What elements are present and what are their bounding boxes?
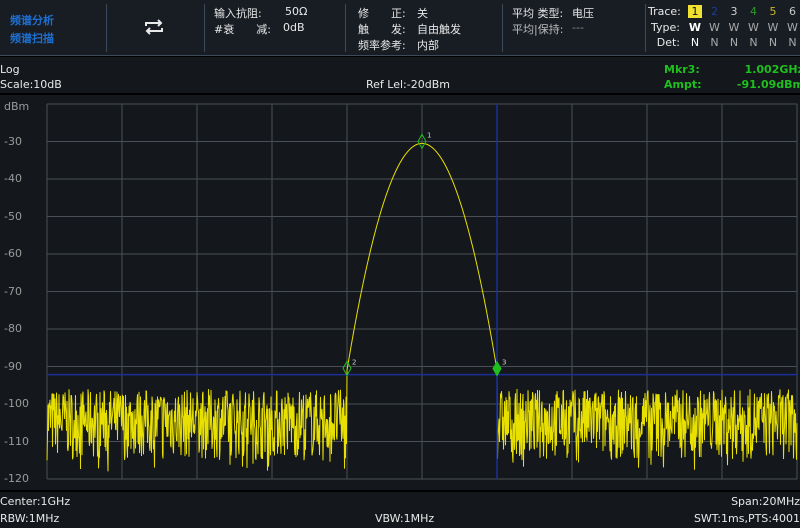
rbw: RBW:1MHz: [0, 512, 60, 525]
trace-6-det: N: [788, 36, 797, 49]
trigger-value: 自由触发: [417, 23, 461, 36]
correction-label: 修 正:: [358, 7, 406, 20]
trace-3-type: W: [728, 21, 740, 34]
marker-2-icon: [342, 360, 352, 377]
y-tick-label: -80: [4, 322, 22, 335]
ampt-label: Ampt:: [664, 78, 702, 91]
trace-3-det: N: [729, 36, 739, 49]
trace-1-type: W: [688, 21, 702, 34]
trace-1-line: [46, 142, 798, 472]
marker-ampt: -91.09dBm: [736, 78, 800, 91]
marker-2-label: 2: [352, 358, 356, 366]
marker-3-icon: [492, 360, 502, 377]
marker-freq: 1.002GHz: [744, 63, 800, 76]
trace-2-button[interactable]: 2: [711, 5, 718, 18]
trace-6-button[interactable]: 6: [789, 5, 796, 18]
trace-6-type: W: [787, 21, 798, 34]
trace-4-button[interactable]: 4: [750, 5, 757, 18]
attenuation-label: #衰 减:: [214, 23, 271, 36]
y-tick-label: -60: [4, 247, 22, 260]
avg-type-label: 平均 类型:: [512, 7, 564, 20]
avg-type-value: 电压: [572, 7, 594, 20]
span: Span:20MHz: [731, 495, 800, 508]
y-tick-label: -120: [4, 472, 29, 485]
center-freq: Center:1GHz: [0, 495, 71, 508]
trace-2-det: N: [710, 36, 719, 49]
repeat-icon[interactable]: [143, 18, 165, 36]
trace-4-det: N: [749, 36, 758, 49]
trace-5-det: N: [768, 36, 778, 49]
correction-value: 关: [417, 7, 428, 20]
marker-1-label: 1: [427, 131, 431, 139]
y-axis-unit: dBm: [4, 100, 30, 113]
freq-ref-value: 内部: [417, 39, 439, 52]
y-tick-label: -100: [4, 397, 29, 410]
top-status-bar: 频谱分析 频谱扫描 输入抗阻: 50Ω #衰 减: 0dB 修 正: 关 触 发…: [0, 0, 800, 56]
trace-1-button[interactable]: 1: [688, 5, 702, 18]
mode-spectrum-analysis[interactable]: 频谱分析: [10, 14, 54, 27]
marker-label: Mkr3:: [664, 63, 700, 76]
scale-type: Log: [0, 63, 20, 76]
avg-hold-label: 平均|保持:: [512, 23, 564, 36]
mode-spectrum-sweep[interactable]: 频谱扫描: [10, 32, 54, 45]
det-label: Det:: [656, 36, 680, 49]
avg-hold-value: ---: [572, 21, 584, 34]
scale: Scale:10dB: [0, 78, 62, 91]
input-impedance-value: 50Ω: [285, 5, 308, 18]
marker-1-icon: [417, 133, 427, 150]
trace-5-button[interactable]: 5: [769, 5, 777, 18]
trace-1-det: N: [690, 36, 700, 49]
y-tick-label: -70: [4, 284, 22, 298]
y-tick-label: -40: [4, 172, 22, 185]
y-tick-label: -90: [4, 359, 22, 373]
info-bar: Log Scale:10dB Ref Lel:-20dBm Mkr3: 1.00…: [0, 57, 800, 93]
trace-5-type: W: [767, 21, 779, 34]
input-impedance-label: 输入抗阻:: [214, 7, 262, 20]
trace-3-button[interactable]: 3: [730, 5, 738, 18]
footer-bar: Center:1GHz Span:20MHz RBW:1MHz VBW:1MHz…: [0, 492, 800, 528]
attenuation-value: 0dB: [283, 21, 305, 34]
sweep-time: SWT:1ms,PTS:4001: [693, 512, 800, 525]
trace-2-type: W: [709, 21, 720, 34]
type-label: Type:: [651, 21, 680, 34]
trace-4-type: W: [748, 21, 759, 34]
ref-level: Ref Lel:-20dBm: [366, 78, 450, 91]
freq-ref-label: 频率参考:: [358, 39, 406, 52]
y-tick-label: -50: [4, 209, 22, 223]
marker-3-label: 3: [502, 359, 506, 367]
y-tick-label: -30: [4, 134, 22, 148]
trace-label: Trace:: [648, 5, 681, 18]
y-tick-label: -110: [4, 434, 29, 448]
trigger-label: 触 发:: [358, 23, 406, 36]
vbw: VBW:1MHz: [375, 512, 435, 525]
